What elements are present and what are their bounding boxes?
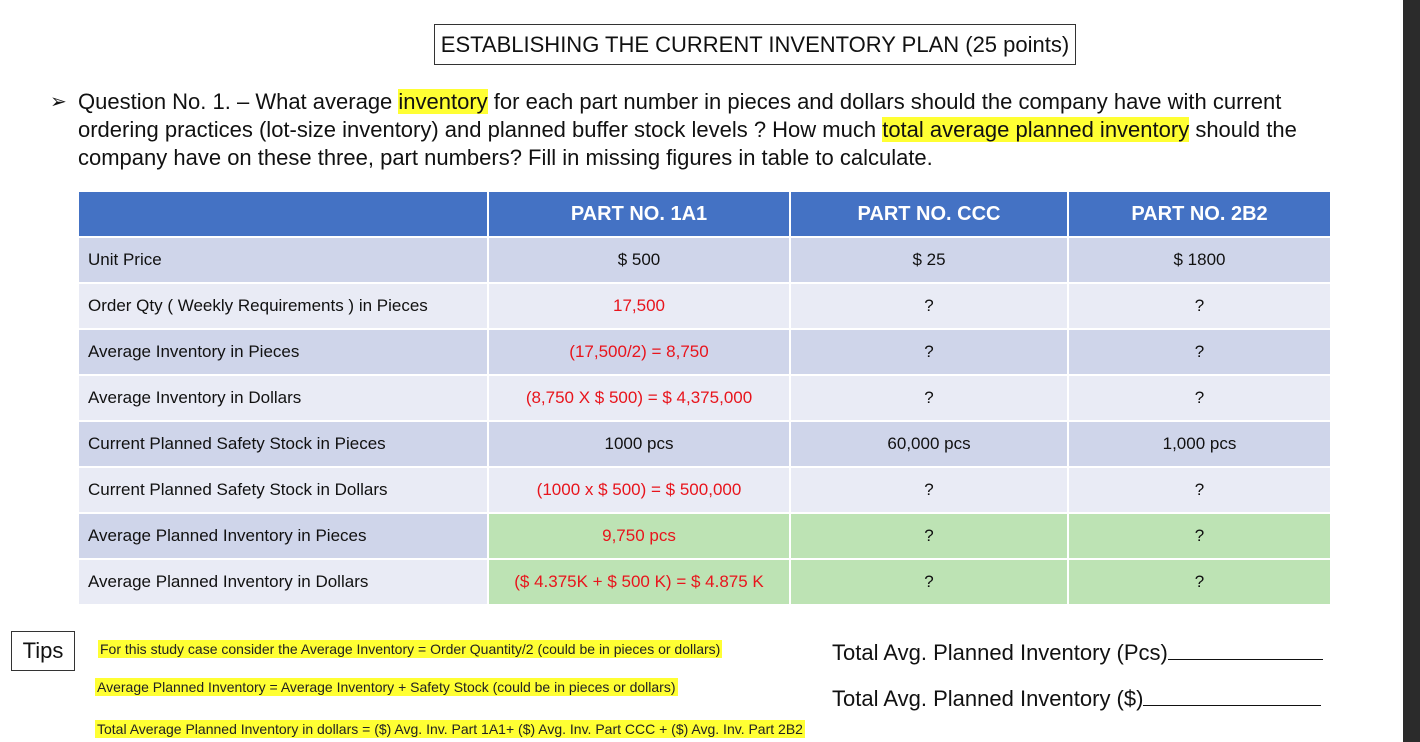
table-cell: ? — [789, 466, 1069, 514]
arrow-bullet-icon: ➢ — [50, 91, 67, 113]
question-highlight-2: total average planned inventory — [882, 117, 1190, 142]
row-label: Average Inventory in Pieces — [77, 328, 489, 376]
table-cell: ? — [1067, 512, 1332, 560]
table-cell: ? — [789, 282, 1069, 330]
table-cell: ? — [789, 512, 1069, 560]
table-cell: ? — [1067, 282, 1332, 330]
total-pcs-label: Total Avg. Planned Inventory (Pcs) — [832, 640, 1168, 665]
table-cell: ? — [1067, 558, 1332, 606]
question-paragraph: ➢ Question No. 1. – What average invento… — [50, 88, 1340, 172]
table-row: Average Planned Inventory in Dollars ($ 4… — [77, 558, 1332, 606]
row-label: Current Planned Safety Stock in Pieces — [77, 420, 489, 468]
header-part-2b2: PART NO. 2B2 — [1067, 190, 1332, 238]
header-part-1a1: PART NO. 1A1 — [487, 190, 791, 238]
total-dollars-blank[interactable] — [1143, 701, 1322, 706]
table-row: Average Planned Inventory in Pieces 9,750… — [77, 512, 1332, 560]
tip-line-3: Total Average Planned Inventory in dolla… — [95, 720, 805, 738]
table-cell: ? — [1067, 466, 1332, 514]
table-cell: ? — [789, 558, 1069, 606]
question-part-1: Question No. 1. – What average — [78, 89, 399, 114]
question-part-3: should the company have on these three, … — [78, 117, 1297, 170]
table-cell: (1000 x $ 500) = $ 500,000 — [487, 466, 791, 514]
table-cell: 9,750 pcs — [487, 512, 791, 560]
inventory-table: PART NO. 1A1 PART NO. CCC PART NO. 2B2 U… — [77, 190, 1332, 606]
tip-line-2: Average Planned Inventory = Average Inve… — [95, 678, 678, 696]
row-label: Unit Price — [77, 236, 489, 284]
table-row: Current Planned Safety Stock in Dollars(… — [77, 466, 1332, 514]
slide-title-text: ESTABLISHING THE CURRENT INVENTORY PLAN … — [440, 31, 1070, 57]
table-row: Order Qty ( Weekly Requirements ) in Pie… — [77, 282, 1332, 330]
question-part-2: for each part number in pieces and dolla… — [78, 89, 1282, 142]
row-label: Average Planned Inventory in Dollars — [77, 558, 489, 606]
table-cell: (17,500/2) = 8,750 — [487, 328, 791, 376]
table-cell: ? — [789, 374, 1069, 422]
table-cell: ? — [789, 328, 1069, 376]
question-highlight-1: inventory — [398, 89, 488, 114]
tips-label-text: Tips — [22, 638, 64, 663]
total-dollars-label: Total Avg. Planned Inventory ($) — [832, 686, 1144, 711]
slide-title: ESTABLISHING THE CURRENT INVENTORY PLAN … — [434, 24, 1076, 65]
table-cell: 1,000 pcs — [1067, 420, 1332, 468]
tip-line-1: For this study case consider the Average… — [98, 640, 723, 658]
table-cell: 1000 pcs — [487, 420, 791, 468]
table-row: Current Planned Safety Stock in Pieces 10… — [77, 420, 1332, 468]
question-text: Question No. 1. – What average inventory… — [78, 88, 1340, 172]
table-cell: $ 500 — [487, 236, 791, 284]
total-pcs-line: Total Avg. Planned Inventory (Pcs) — [832, 640, 1323, 666]
row-label: Average Inventory in Dollars — [77, 374, 489, 422]
header-part-ccc: PART NO. CCC — [789, 190, 1069, 238]
table-cell: 60,000 pcs — [789, 420, 1069, 468]
table-cell: (8,750 X $ 500) = $ 4,375,000 — [487, 374, 791, 422]
table-cell: $ 1800 — [1067, 236, 1332, 284]
table-header-row: PART NO. 1A1 PART NO. CCC PART NO. 2B2 — [77, 190, 1332, 238]
header-label-cell — [77, 190, 489, 238]
total-dollars-line: Total Avg. Planned Inventory ($) — [832, 686, 1322, 712]
row-label: Current Planned Safety Stock in Dollars — [77, 466, 489, 514]
table-row: Average Inventory in Pieces (17,500/2) = … — [77, 328, 1332, 376]
table-row: Average Inventory in Dollars (8,750 X $ 5… — [77, 374, 1332, 422]
table-row: Unit Price $ 500 $ 25 $ 1800 — [77, 236, 1332, 284]
tips-label: Tips — [11, 631, 75, 671]
table-cell: 17,500 — [487, 282, 791, 330]
row-label: Average Planned Inventory in Pieces — [77, 512, 489, 560]
row-label: Order Qty ( Weekly Requirements ) in Pie… — [77, 282, 489, 330]
table-cell: ? — [1067, 328, 1332, 376]
table-cell: ? — [1067, 374, 1332, 422]
table-cell: ($ 4.375K + $ 500 K) = $ 4.875 K — [487, 558, 791, 606]
table-cell: $ 25 — [789, 236, 1069, 284]
total-pcs-blank[interactable] — [1167, 655, 1323, 660]
